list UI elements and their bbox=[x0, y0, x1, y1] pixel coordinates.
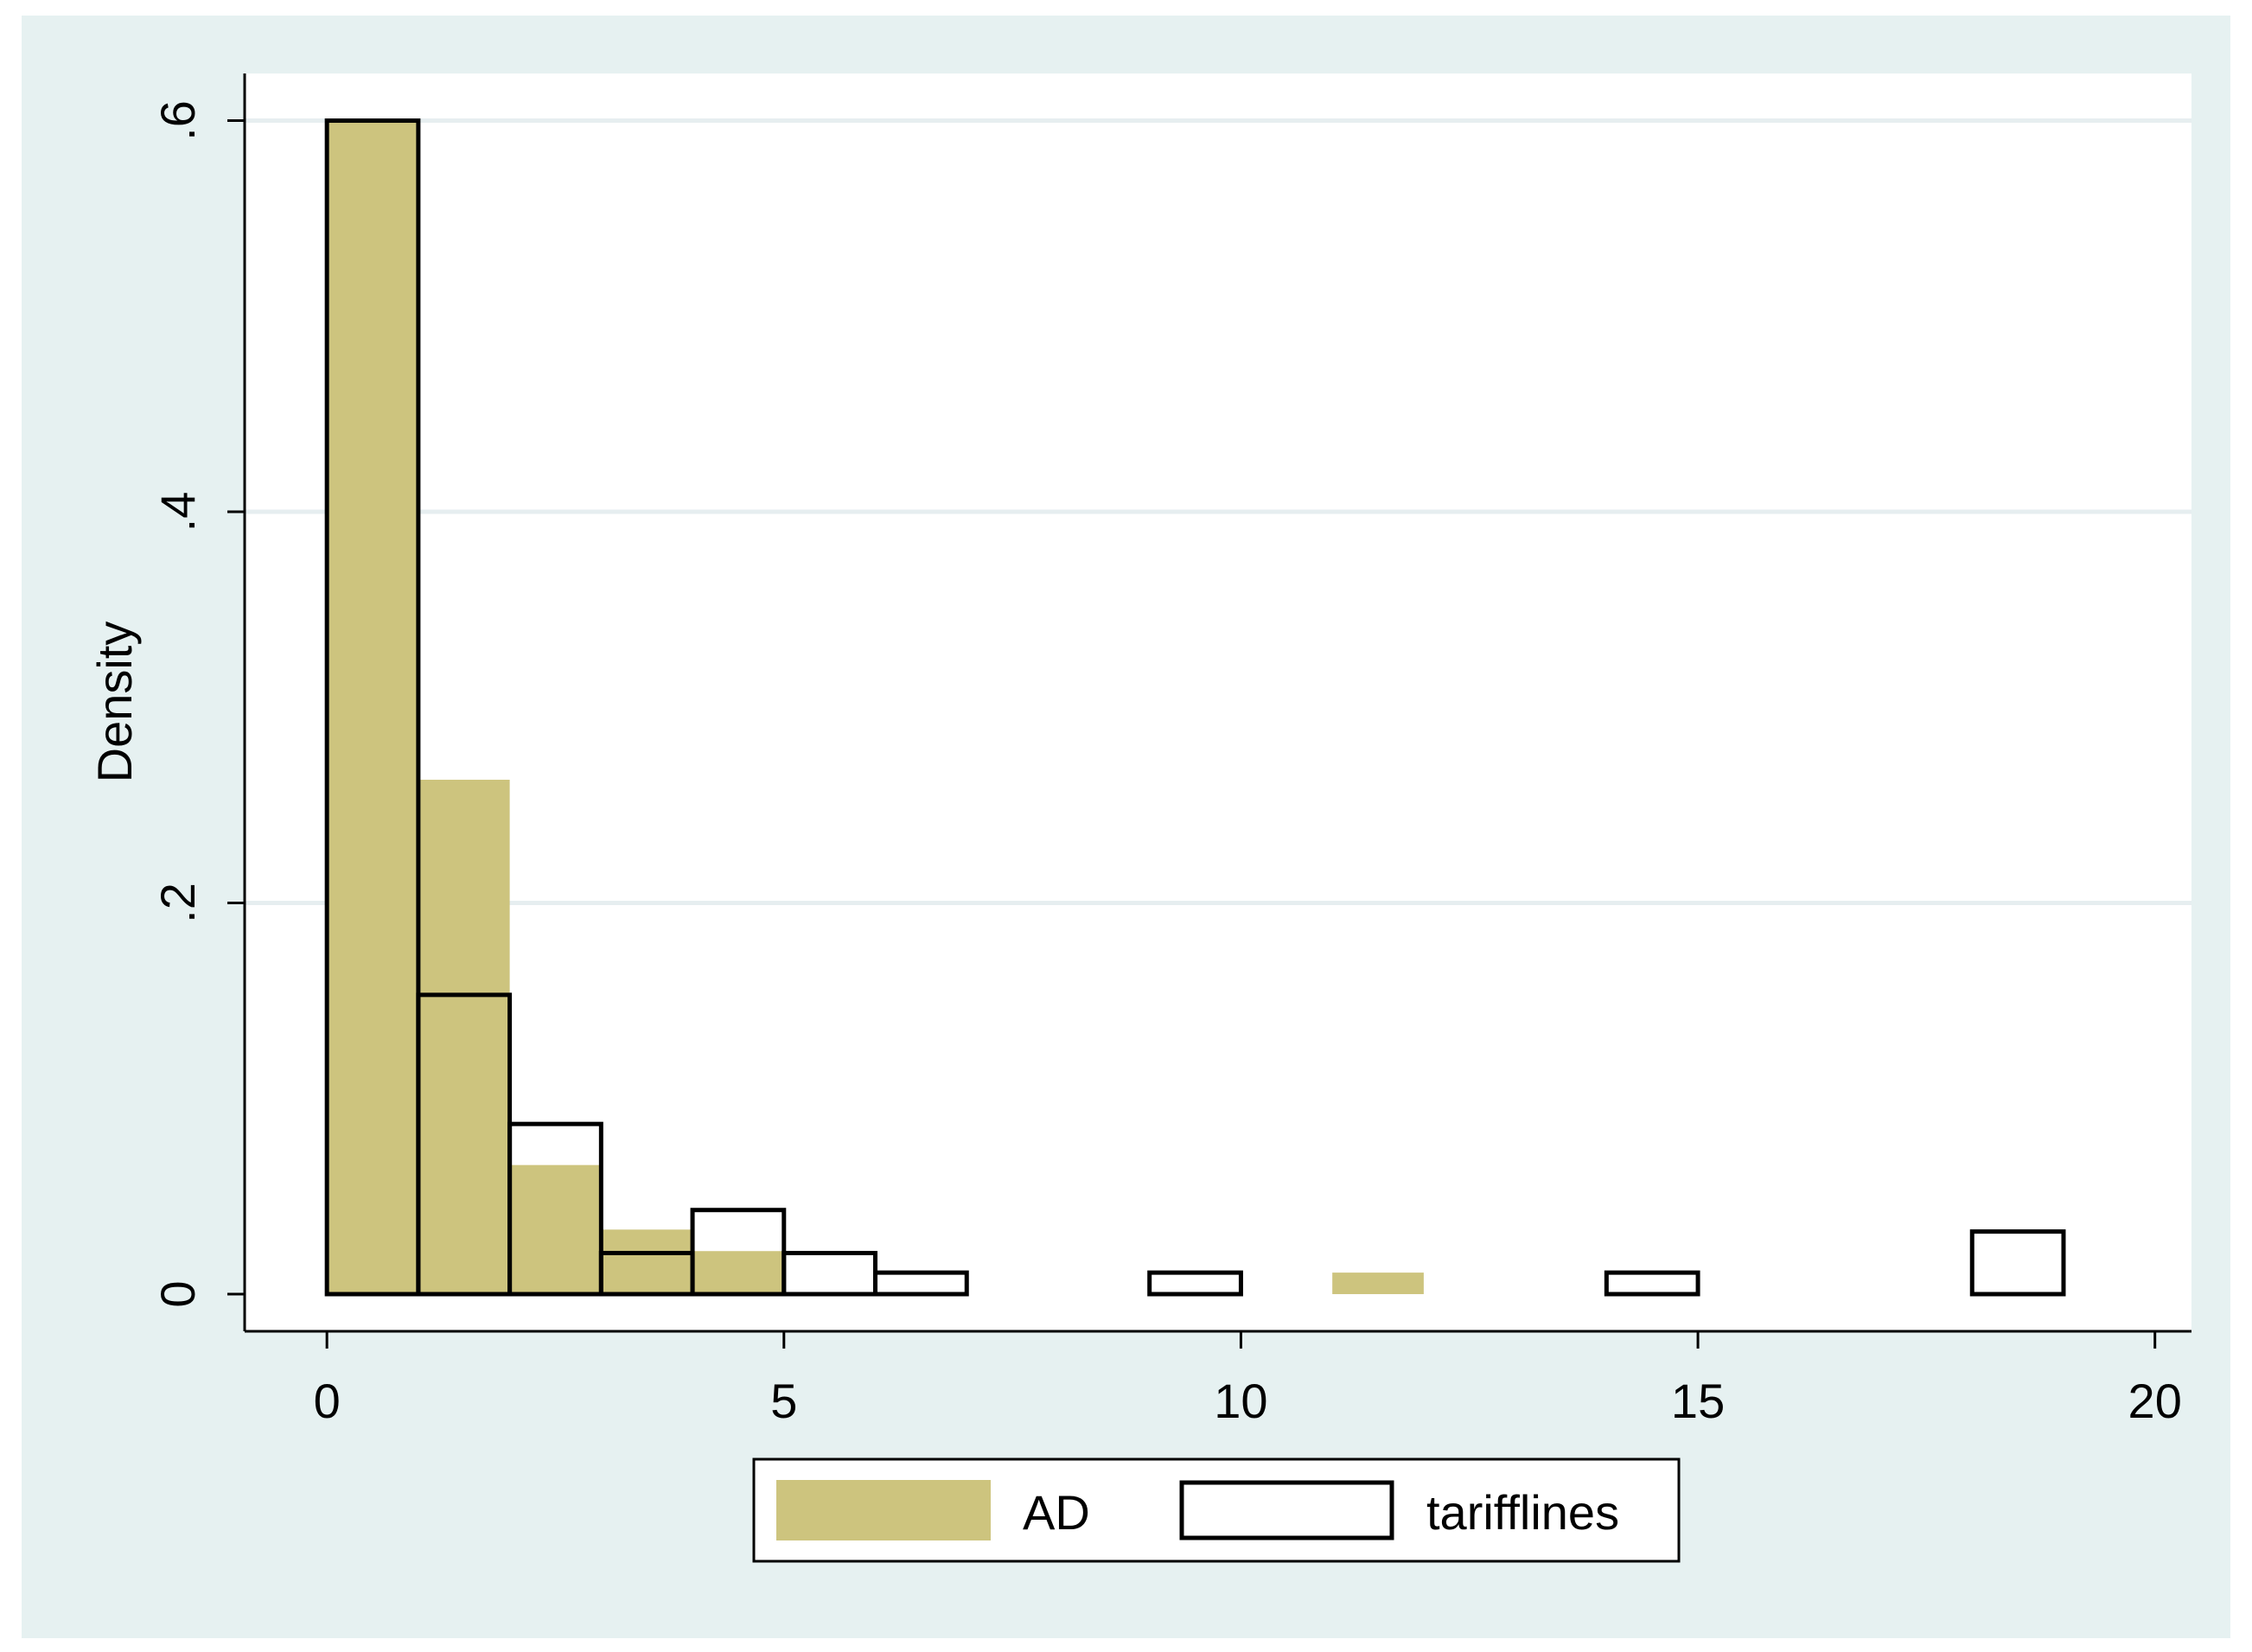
y-tick-label-2: .4 bbox=[150, 492, 205, 533]
legend-swatch-ad bbox=[776, 1480, 991, 1540]
x-tick-label-2: 10 bbox=[1214, 1374, 1267, 1428]
y-axis-label: Density bbox=[87, 622, 142, 783]
bar-ad-1 bbox=[418, 779, 510, 1295]
x-tick-label-1: 5 bbox=[770, 1374, 797, 1428]
legend-label-tarifflines: tarifflines bbox=[1426, 1485, 1619, 1540]
y-tick-label-0: 0 bbox=[150, 1280, 205, 1307]
x-tick-label-3: 15 bbox=[1671, 1374, 1725, 1428]
legend-label-ad: AD bbox=[1023, 1485, 1090, 1540]
bar-tarifflines-9 bbox=[1969, 1229, 2066, 1297]
grid-lines bbox=[245, 118, 2191, 906]
legend-swatch-tarifflines bbox=[1179, 1480, 1394, 1540]
bar-tarifflines-8 bbox=[1604, 1270, 1700, 1297]
bar-tarifflines-2 bbox=[507, 1121, 603, 1297]
bar-ad-0 bbox=[327, 120, 418, 1295]
bar-ad-3 bbox=[601, 1229, 693, 1295]
bar-tarifflines-7 bbox=[1147, 1270, 1243, 1297]
x-ticks: 0 5 10 15 20 bbox=[314, 1331, 2182, 1428]
plot-area bbox=[245, 73, 2191, 1331]
y-tick-label-1: .2 bbox=[150, 883, 205, 923]
x-tick-label-0: 0 bbox=[314, 1374, 341, 1428]
bar-ad-5 bbox=[1332, 1272, 1424, 1295]
bar-ad-2 bbox=[509, 1164, 602, 1295]
bar-tarifflines-6 bbox=[873, 1270, 969, 1297]
legend: AD tarifflines bbox=[752, 1457, 1681, 1563]
bars bbox=[324, 118, 2066, 1297]
y-ticks: 0 .2 .4 .6 bbox=[150, 100, 245, 1308]
bar-tarifflines-0 bbox=[324, 118, 421, 1297]
x-tick-label-4: 20 bbox=[2128, 1374, 2182, 1428]
bar-ad-4 bbox=[692, 1251, 784, 1295]
axes bbox=[243, 73, 2191, 1333]
y-tick-label-3: .6 bbox=[150, 100, 205, 141]
